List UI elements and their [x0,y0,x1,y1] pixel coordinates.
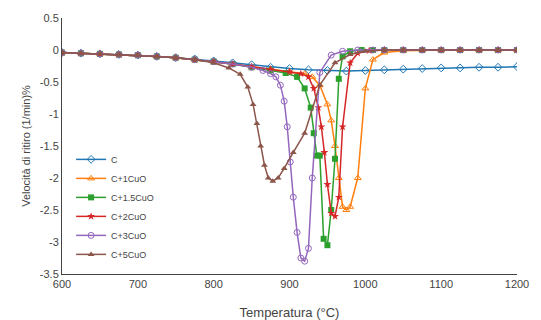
svg-text:1200: 1200 [505,278,529,290]
svg-text:-1: -1 [49,108,59,120]
svg-text:C+1CuO: C+1CuO [111,174,146,184]
svg-text:-3: -3 [49,236,59,248]
svg-text:C+3CuO: C+3CuO [111,231,146,241]
svg-text:C: C [111,155,118,165]
svg-text:1100: 1100 [429,278,453,290]
svg-text:C+5CuO: C+5CuO [111,250,146,260]
svg-text:-3.5: -3.5 [40,268,59,280]
svg-text:0.5: 0.5 [44,12,59,24]
svg-text:-1.5: -1.5 [40,140,59,152]
svg-text:Velocità di ritiro (1/min)%: Velocità di ritiro (1/min)% [20,85,32,207]
svg-text:-2: -2 [49,172,59,184]
svg-text:C+2CuO: C+2CuO [111,212,146,222]
svg-text:600: 600 [53,278,71,290]
svg-text:1000: 1000 [353,278,377,290]
svg-text:700: 700 [129,278,147,290]
svg-text:900: 900 [280,278,298,290]
svg-text:-0.5: -0.5 [40,76,59,88]
svg-text:800: 800 [204,278,222,290]
svg-text:Temperatura (°C): Temperatura (°C) [240,305,340,320]
svg-text:-2.5: -2.5 [40,204,59,216]
svg-text:0: 0 [53,44,59,56]
svg-text:C+1.5CuO: C+1.5CuO [111,193,154,203]
